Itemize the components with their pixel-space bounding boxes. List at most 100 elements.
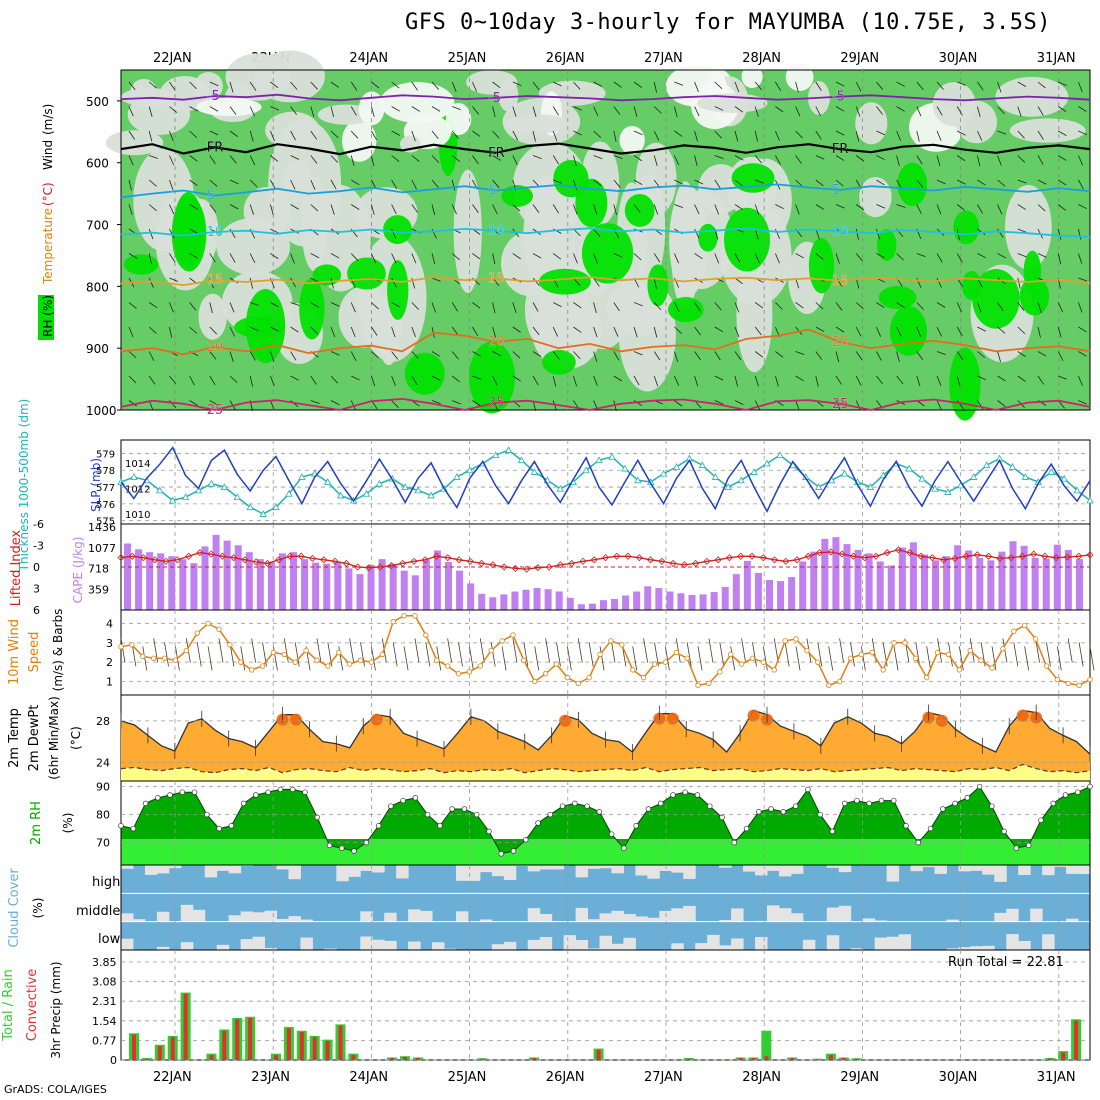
cloud-gap	[144, 865, 158, 875]
li-point	[838, 550, 846, 558]
thickness-line-point	[1047, 468, 1055, 475]
thickness-line-point	[944, 488, 952, 495]
wind-barb	[290, 106, 297, 115]
cloud-gap	[611, 943, 624, 950]
wind-barb	[936, 351, 946, 356]
surface-barb	[697, 646, 703, 671]
rh2m-point	[179, 789, 186, 795]
wind-barb	[1078, 106, 1087, 112]
cape-bar	[367, 564, 375, 610]
wind-barb	[815, 326, 825, 332]
rh2m-point	[756, 809, 762, 815]
cloud-gap	[216, 944, 230, 950]
rh2m-point	[1013, 845, 1020, 851]
temp-ylabel-2: 2m DewPt	[27, 705, 42, 772]
wind-barb	[674, 400, 683, 407]
wind-barb	[148, 277, 154, 288]
wind-barb	[714, 351, 721, 361]
wind-barb	[593, 302, 597, 314]
li-point	[286, 552, 294, 560]
rh-upper-patch	[785, 63, 814, 92]
wind-barb	[371, 375, 376, 387]
wind-barb	[310, 130, 318, 140]
wind-barb	[1017, 106, 1022, 117]
thickness-line-point	[336, 491, 345, 499]
wind-speed-line-point	[1032, 636, 1039, 642]
wind-barb	[936, 400, 942, 411]
cape-bar	[312, 562, 320, 610]
wind-barb	[371, 253, 377, 264]
rh-moist-patch	[173, 191, 204, 267]
wind-barb	[553, 81, 562, 87]
li-point	[635, 554, 643, 562]
wind-barb	[734, 130, 739, 142]
wind-barb	[977, 179, 986, 186]
surface-barb	[447, 638, 453, 663]
wind-speed-line-point	[913, 655, 919, 661]
wind-barb	[876, 179, 885, 186]
wind-barb	[1078, 155, 1083, 166]
wind-barb	[1017, 253, 1027, 258]
rh2m-point	[952, 800, 958, 807]
wind-barb	[835, 400, 841, 411]
wind-barb	[148, 253, 152, 265]
cloud-gap	[623, 937, 636, 950]
precip-ylabel-1: Total / Rain	[1, 969, 16, 1042]
wind-barb	[573, 130, 582, 136]
thickness-line-point	[698, 461, 707, 469]
li-point	[455, 556, 463, 564]
thickness-line-point	[737, 476, 745, 484]
rh-moist-patch	[312, 264, 342, 286]
wind-speed-line-point	[510, 632, 516, 638]
wind-barb	[350, 253, 359, 261]
wind-barb	[391, 400, 399, 408]
rh-moist-patch	[808, 238, 835, 294]
cloud-gap	[790, 865, 804, 874]
cloud-gap	[479, 865, 493, 873]
wind-speed-line-point	[706, 680, 712, 687]
wind-barb	[1037, 106, 1044, 116]
precip-conv-bar	[351, 1054, 356, 1060]
wind-barb	[451, 253, 460, 261]
wind-barb	[835, 204, 845, 209]
precip-ylabel-3: 3hr Precip (mm)	[49, 961, 63, 1058]
wind-barb	[270, 204, 274, 216]
rh2m-point	[964, 795, 971, 801]
wind-barb	[815, 351, 823, 360]
cape-bar	[223, 540, 231, 610]
surface-barb	[240, 646, 246, 671]
surface-barb	[730, 646, 736, 671]
cloud-gap	[252, 912, 266, 922]
rh2m-point	[216, 825, 222, 832]
cloud-gap	[886, 865, 900, 882]
li-point	[421, 556, 429, 564]
wind-barb	[169, 204, 175, 215]
wind-barb	[451, 81, 457, 92]
surface-barb	[588, 642, 594, 667]
rh-moist-patch	[383, 215, 412, 245]
wind-barb	[1058, 81, 1067, 86]
wind-barb	[795, 302, 804, 309]
wind-speed-line-point	[434, 657, 440, 663]
wind-barb	[896, 351, 900, 363]
rh2m-point	[228, 823, 235, 829]
precip-total-bar	[761, 1030, 772, 1060]
wind-tick: 1	[106, 675, 113, 688]
cape-bar	[1053, 544, 1061, 610]
wind-barb	[552, 326, 559, 337]
wind-barb	[1057, 106, 1067, 112]
thickness-line-point	[1086, 496, 1094, 504]
cloud-gap	[970, 946, 983, 950]
wind-barb	[855, 106, 861, 117]
wind-barb	[169, 277, 179, 282]
contour-label: FR	[832, 142, 849, 157]
wind-barb	[815, 204, 825, 210]
wind-speed-line-point	[553, 661, 560, 667]
wind-barb	[128, 81, 136, 91]
cloud-gap	[719, 945, 732, 950]
rh-moist-patch	[972, 268, 1020, 329]
cloud-gap	[180, 904, 194, 922]
wind-barb	[270, 106, 280, 111]
wind-speed-line-point	[1000, 645, 1006, 652]
cape-bar	[710, 592, 718, 610]
